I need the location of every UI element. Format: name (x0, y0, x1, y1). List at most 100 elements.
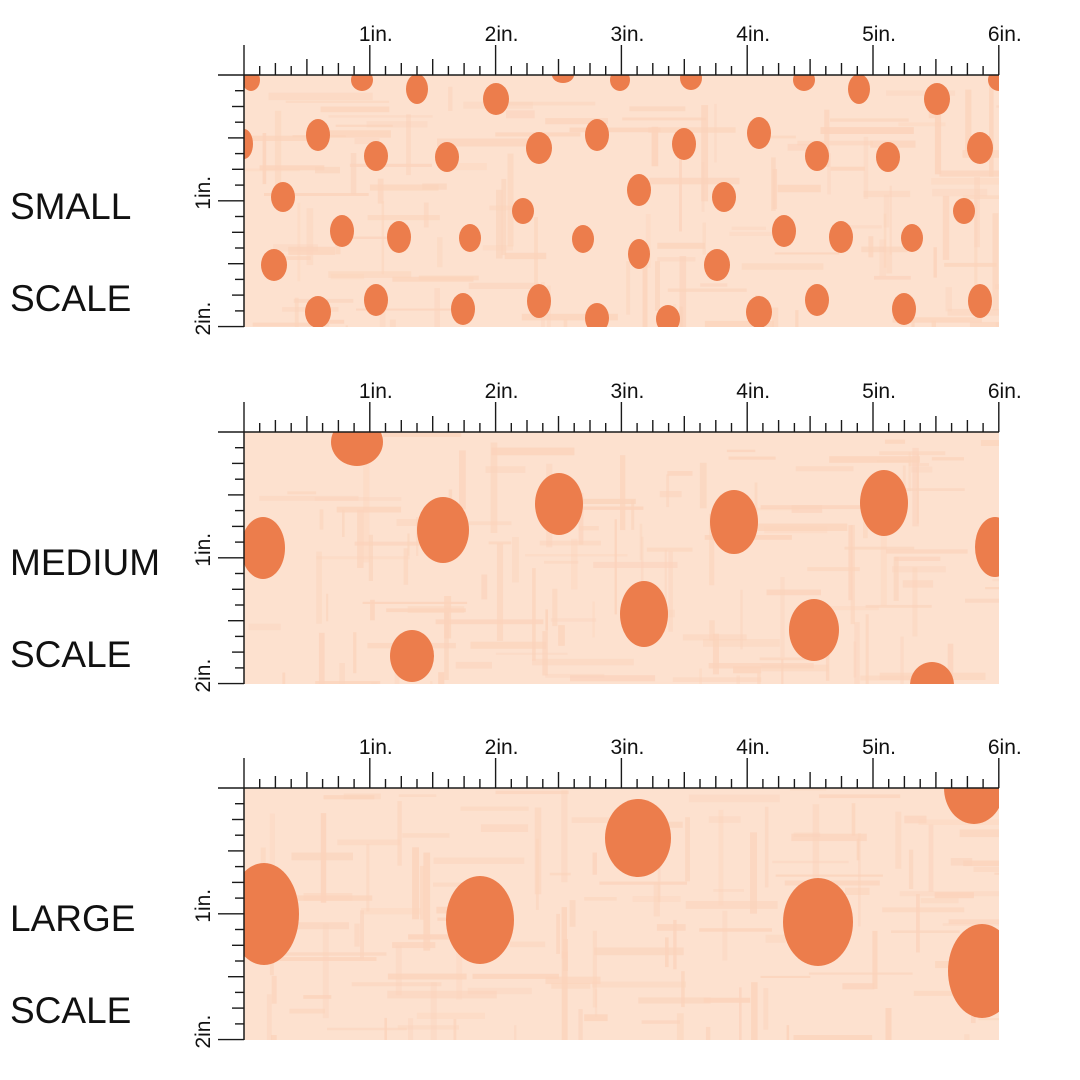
polka-dot (364, 141, 388, 171)
polka-dot (620, 581, 668, 647)
polka-dot (805, 284, 829, 316)
polka-dot (244, 517, 285, 579)
horizontal-ruler-label: 2in. (485, 380, 519, 403)
polka-dot (605, 799, 671, 877)
vertical-ruler-label: 2in. (192, 659, 215, 693)
polka-dot (244, 75, 260, 91)
polka-dot (512, 198, 534, 224)
large-ruler: 1in. 2in. 3in. 4in. 5in. 6in. 1in. 2in. (192, 736, 1022, 1049)
small-scale-label-line2: SCALE (10, 278, 132, 319)
polka-dot (417, 497, 469, 563)
medium-fabric-swatch (244, 432, 999, 710)
polka-dot (772, 215, 796, 247)
polka-dot (944, 788, 999, 824)
large-scale-label-line1: LARGE (10, 898, 136, 939)
polka-dot (585, 119, 609, 151)
fabric-texture (244, 83, 999, 327)
polka-dot (848, 75, 870, 104)
polka-dot (876, 142, 900, 172)
polka-dot (390, 630, 434, 682)
large-scale-label: LARGE SCALE (10, 850, 135, 1080)
polka-dot (406, 75, 428, 104)
polka-dot (305, 296, 331, 327)
polka-dot (860, 470, 908, 536)
horizontal-ruler-label: 1in. (359, 380, 393, 403)
horizontal-ruler-label: 6in. (988, 23, 1022, 46)
horizontal-ruler-ticks (243, 45, 1000, 75)
polka-dot (948, 924, 999, 1018)
polka-dot (294, 694, 318, 710)
polka-dot (552, 75, 574, 83)
horizontal-ruler-label: 3in. (610, 380, 644, 403)
horizontal-ruler-label: 1in. (359, 736, 393, 759)
polka-dot (526, 132, 552, 164)
polka-dot (712, 182, 736, 212)
vertical-ruler-ticks (218, 74, 244, 328)
polka-dot (387, 221, 411, 253)
polka-dot (585, 303, 609, 327)
polka-dot (747, 117, 771, 149)
small-scale-label: SMALL SCALE (10, 138, 131, 368)
medium-scale-label: MEDIUM SCALE (10, 494, 160, 724)
vertical-ruler-label: 1in. (192, 176, 215, 210)
medium-scale-label-line2: SCALE (10, 634, 132, 675)
polka-dots (244, 788, 999, 1078)
polka-dot (627, 174, 651, 206)
horizontal-ruler-label: 4in. (736, 736, 770, 759)
polka-dot (244, 129, 253, 159)
polka-dot (527, 284, 551, 318)
polka-dot (805, 141, 829, 171)
vertical-ruler-label: 1in. (192, 889, 215, 923)
polka-dot (261, 249, 287, 281)
horizontal-ruler-ticks (243, 402, 1000, 432)
polka-dot (244, 863, 299, 965)
polka-dot (680, 75, 702, 90)
polka-dot (793, 75, 815, 91)
medium-ruler: 1in. 2in. 3in. 4in. 5in. 6in. 1in. 2in. (192, 380, 1022, 693)
horizontal-ruler-label: 5in. (862, 736, 896, 759)
polka-dot (435, 142, 459, 172)
horizontal-ruler-label: 2in. (485, 23, 519, 46)
polka-dot (656, 305, 680, 327)
polka-dot (967, 132, 993, 164)
polka-dot (710, 490, 758, 554)
polka-dot (975, 517, 999, 577)
vertical-ruler-label: 1in. (192, 533, 215, 567)
polka-dots (244, 432, 999, 710)
small-ruler: 1in. 2in. 3in. 4in. 5in. 6in. 1in. 2in. (192, 23, 1022, 336)
polka-dot (783, 878, 853, 966)
polka-dot (829, 221, 853, 253)
polka-dot (364, 284, 388, 316)
polka-dot (953, 198, 975, 224)
polka-dot (572, 225, 594, 253)
vertical-ruler-label: 2in. (192, 1015, 215, 1049)
horizontal-ruler-label: 6in. (988, 736, 1022, 759)
polka-dot (278, 1058, 306, 1078)
small-fabric-swatch (244, 75, 999, 327)
horizontal-ruler-label: 4in. (736, 380, 770, 403)
polka-dot (901, 224, 923, 252)
polka-dot (525, 692, 545, 708)
polka-dot (446, 876, 514, 964)
polka-dot (910, 662, 954, 684)
vertical-ruler-ticks (218, 787, 244, 1041)
polka-dot (351, 75, 373, 91)
large-scale-label-line2: SCALE (10, 990, 132, 1031)
polka-dot (459, 224, 481, 252)
horizontal-ruler-label: 1in. (359, 23, 393, 46)
fabric-texture (248, 788, 999, 1040)
polka-dot (330, 215, 354, 247)
horizontal-ruler-label: 3in. (610, 736, 644, 759)
polka-dot (988, 75, 999, 91)
polka-dot (746, 296, 772, 327)
polka-dot (789, 599, 839, 661)
polka-dot (610, 75, 630, 91)
polka-dot (628, 239, 650, 269)
horizontal-ruler-label: 2in. (485, 736, 519, 759)
horizontal-ruler-label: 5in. (862, 380, 896, 403)
polka-dot (704, 249, 730, 281)
polka-dot (924, 83, 950, 115)
horizontal-ruler-label: 5in. (862, 23, 896, 46)
polka-dots (244, 75, 999, 327)
